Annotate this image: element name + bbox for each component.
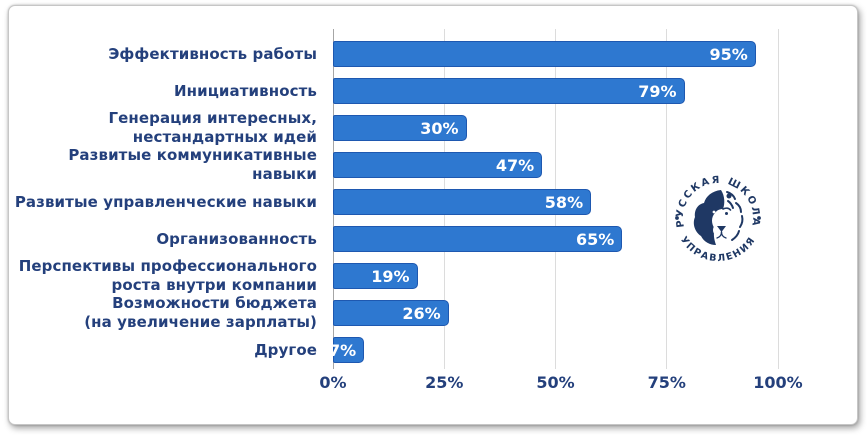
category-label: Возможности бюджета (на увеличение зарпл… [84, 294, 317, 331]
bar-value: 19% [371, 266, 410, 286]
category-label: Развитые управленческие навыки [14, 192, 317, 211]
category-label: Инициативность [173, 81, 317, 100]
rsu-logo-seal: РУССКАЯ ШКОЛА УПРАВЛЕНИЯ [675, 175, 761, 265]
seal-dot-left [675, 216, 679, 220]
chart-row: Эффективность работы 95% [9, 35, 857, 73]
category-label: Перспективы профессионального роста внут… [18, 257, 317, 294]
bar-value: 58% [544, 192, 584, 212]
category-label: Развитые коммуникативные навыки [68, 146, 317, 183]
seal-text-bottom: УПРАВЛЕНИЯ [678, 235, 757, 265]
seal-ring-text: РУССКАЯ ШКОЛА УПРАВЛЕНИЯ [675, 175, 761, 265]
chart-row: Возможности бюджета (на увеличение зарпл… [9, 294, 857, 332]
category-label: Эффективность работы [108, 44, 317, 63]
category-label: Другое [254, 340, 317, 359]
bar: 7% [329, 337, 365, 363]
bar-value: 7% [328, 340, 357, 360]
category-label: Генерация интересных, нестандартных идей [108, 109, 317, 146]
bar-value: 65% [575, 229, 615, 249]
bar: 26% [333, 300, 449, 326]
chart-row: Развитые управленческие навыки 58% [9, 183, 857, 221]
category-label: Организованность [156, 229, 317, 248]
x-tick-label: 25% [425, 373, 464, 392]
chart-row: Генерация интересных, нестандартных идей… [9, 109, 857, 147]
bar: 19% [333, 263, 418, 289]
chart-row: Инициативность 79% [9, 72, 857, 110]
seal-dot-right [757, 216, 761, 220]
bar-value: 26% [402, 303, 441, 323]
gridline [777, 29, 779, 369]
x-tick-label: 0% [319, 373, 347, 392]
chart-row: Развитые коммуникативные навыки 47% [9, 146, 857, 184]
bar: 79% [333, 78, 685, 104]
gridline [666, 29, 668, 369]
lion-icon [693, 190, 744, 245]
bar-value: 79% [638, 81, 677, 101]
chart-row: Организованность 65% [9, 220, 857, 258]
bar: 95% [333, 41, 756, 67]
x-tick-label: 75% [647, 373, 686, 392]
chart-card: 0% 25% 50% 75% 100% Эффективность работы 95% Ин… [8, 5, 858, 425]
chart-row: Перспективы профессионального роста внут… [9, 257, 857, 295]
svg-text:УПРАВЛЕНИЯ: УПРАВЛЕНИЯ [678, 235, 758, 265]
x-tick-label: 100% [753, 373, 803, 392]
chart-row: Другое 7% [9, 331, 857, 369]
bar: 30% [333, 115, 467, 141]
bar-value: 95% [709, 44, 748, 64]
bar-value: 30% [420, 118, 459, 138]
x-tick-label: 50% [536, 373, 575, 392]
bar: 47% [333, 152, 543, 178]
plot-area: 0% 25% 50% 75% 100% Эффективность работы 95% Ин… [9, 6, 857, 424]
bar-value: 47% [495, 155, 535, 175]
bar: 58% [333, 189, 592, 215]
bar: 65% [333, 226, 623, 252]
